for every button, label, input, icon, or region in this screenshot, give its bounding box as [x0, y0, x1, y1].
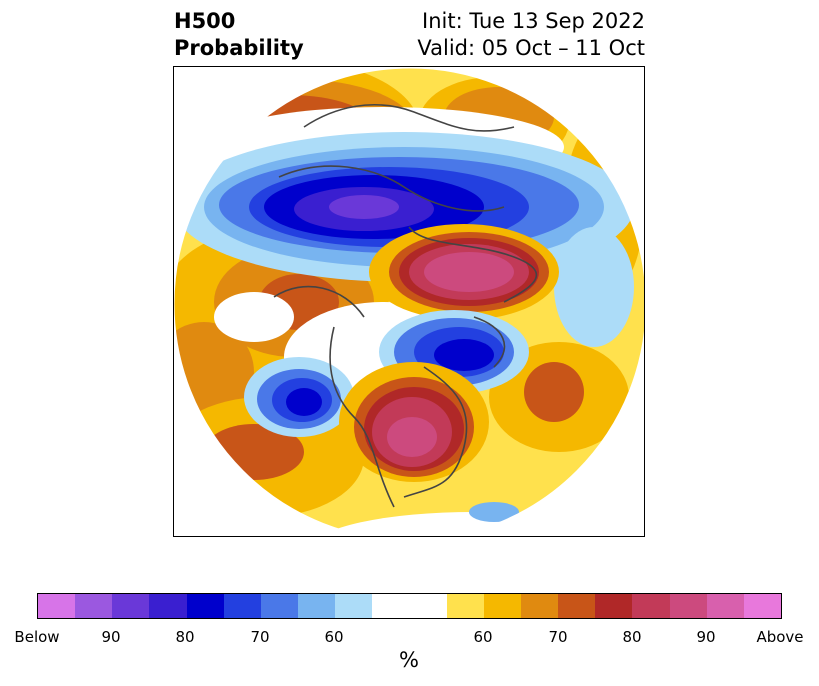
colorbar-unit: % [399, 648, 419, 672]
colorbar-tick-label: 70 [250, 628, 270, 646]
colorbar-segment [446, 594, 484, 618]
colorbar-segment [298, 594, 336, 618]
polar-map [174, 67, 644, 536]
colorbar-tick-label: 60 [473, 628, 493, 646]
colorbar-segment [595, 594, 633, 618]
colorbar-segment [149, 594, 187, 618]
colorbar-segment [335, 594, 373, 618]
colorbar-tick-label: 80 [175, 628, 195, 646]
colorbar-segment [632, 594, 670, 618]
title-variable: H500 [174, 9, 236, 33]
colorbar-segment [112, 594, 150, 618]
colorbar-segment [521, 594, 559, 618]
map-panel [173, 66, 645, 537]
colorbar-segment [706, 594, 744, 618]
probability-field [174, 68, 644, 536]
colorbar-segment [75, 594, 113, 618]
colorbar-segment [743, 594, 782, 618]
colorbar-segment [38, 594, 76, 618]
title-right: Init: Tue 13 Sep 2022 Valid: 05 Oct – 11… [417, 8, 645, 62]
colorbar-segment [223, 594, 261, 618]
colorbar-segment [186, 594, 224, 618]
colorbar-tick-label: 70 [548, 628, 568, 646]
title-left: H500 Probability [174, 8, 304, 62]
title-product: Probability [174, 36, 304, 60]
colorbar [37, 593, 782, 619]
colorbar-tick-label: 90 [101, 628, 121, 646]
colorbar-segment [260, 594, 299, 618]
colorbar-tick-label: 90 [696, 628, 716, 646]
colorbar-segment [558, 594, 596, 618]
colorbar-tick-label: 80 [622, 628, 642, 646]
coastlines [273, 104, 538, 508]
colorbar-tick-label: Below [14, 628, 60, 646]
colorbar-tick-label: Above [756, 628, 804, 646]
init-date: Init: Tue 13 Sep 2022 [422, 9, 645, 33]
valid-range: Valid: 05 Oct – 11 Oct [417, 36, 645, 60]
colorbar-segment [669, 594, 707, 618]
colorbar-segment [483, 594, 522, 618]
colorbar-segment [372, 594, 447, 618]
colorbar-tick-label: 60 [324, 628, 344, 646]
